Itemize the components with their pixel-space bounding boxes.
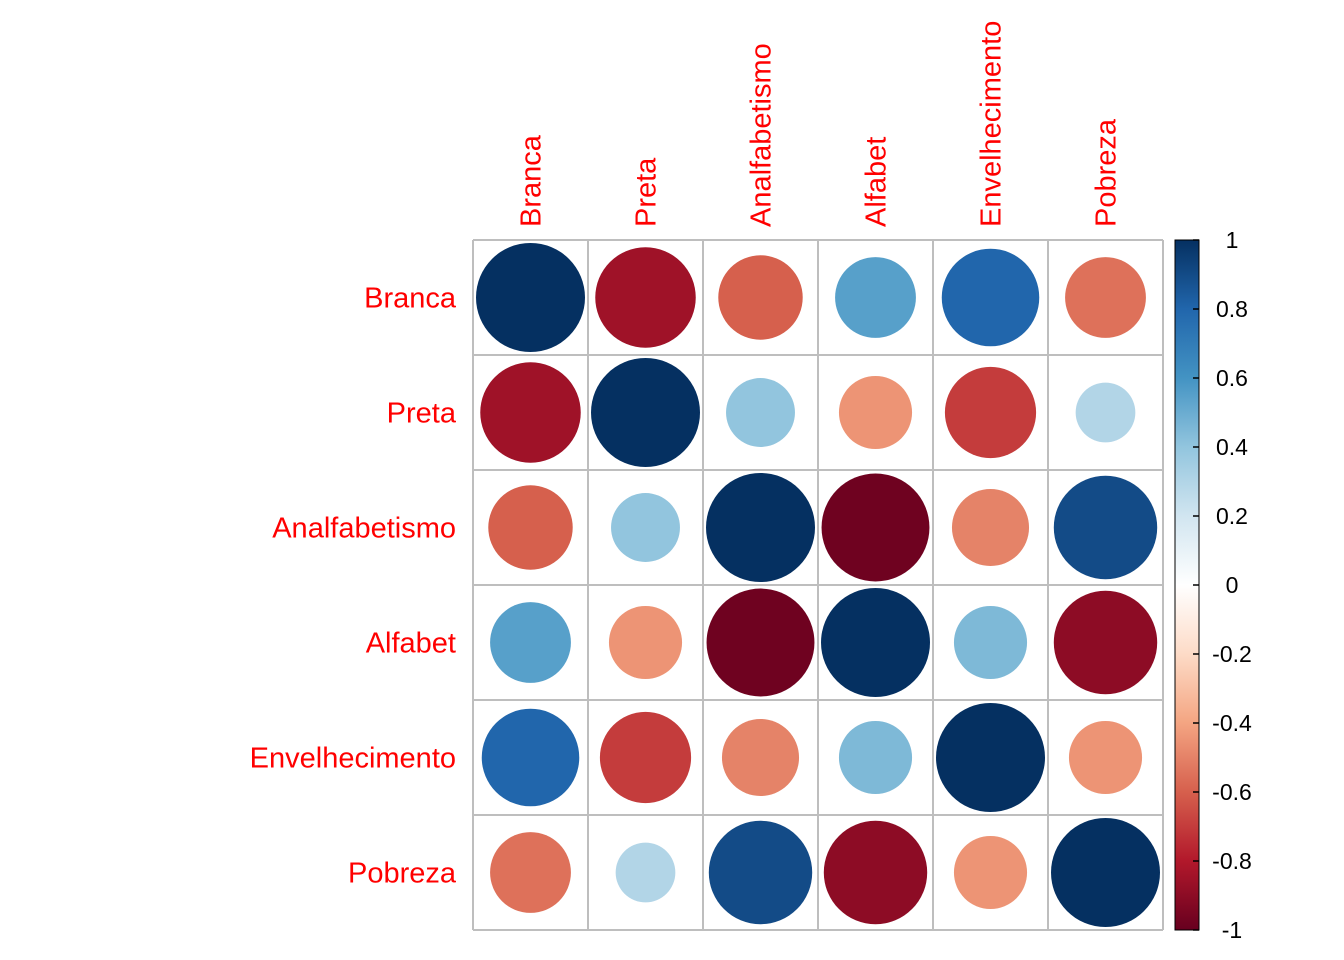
- colorbar-tick-label: -0.6: [1212, 779, 1252, 805]
- cell-branca-branca: [476, 243, 585, 352]
- grid-layer: [472, 239, 1164, 931]
- cell-analfabetismo-analfabetismo: [706, 473, 815, 582]
- colorbar-tick-label: 0.4: [1216, 434, 1248, 460]
- cell-branca-pobreza: [1065, 257, 1146, 338]
- colorbar-tick-label: -0.4: [1212, 710, 1252, 736]
- cell-envelhecimento-preta: [599, 711, 692, 804]
- colorbar-tick-label: -0.8: [1212, 848, 1252, 874]
- cell-pobreza-pobreza: [1051, 818, 1160, 927]
- column-label-branca: Branca: [516, 134, 548, 227]
- cell-alfabet-alfabet: [821, 588, 930, 697]
- cell-envelhecimento-analfabetismo: [721, 718, 800, 797]
- colorbar-tick-label: 0: [1226, 572, 1239, 598]
- cell-alfabet-analfabetismo: [706, 588, 815, 697]
- column-label-envelhecimento: Envelhecimento: [976, 21, 1008, 227]
- cell-branca-preta: [595, 247, 696, 348]
- colorbar-tick-label: -1: [1222, 917, 1242, 943]
- cell-branca-analfabetismo: [718, 255, 803, 340]
- cell-preta-pobreza: [1075, 382, 1136, 443]
- cell-pobreza-preta: [615, 842, 676, 903]
- cell-alfabet-pobreza: [1053, 590, 1158, 695]
- colorbar-tick-label: 1: [1226, 227, 1239, 253]
- cell-envelhecimento-branca: [481, 708, 580, 807]
- cell-envelhecimento-alfabet: [838, 720, 913, 795]
- cell-pobreza-envelhecimento: [953, 835, 1028, 910]
- cell-analfabetismo-envelhecimento: [951, 488, 1030, 567]
- cell-alfabet-envelhecimento: [953, 605, 1028, 680]
- row-label-branca: Branca: [364, 283, 457, 315]
- cell-pobreza-branca: [490, 832, 571, 913]
- colorbar-tick-label: 0.2: [1216, 503, 1248, 529]
- cell-envelhecimento-envelhecimento: [936, 703, 1045, 812]
- cell-alfabet-preta: [608, 605, 683, 680]
- row-label-analfabetismo: Analfabetismo: [272, 513, 456, 545]
- cell-preta-alfabet: [838, 375, 913, 450]
- colorbar-tick-label: 0.6: [1216, 365, 1248, 391]
- cell-alfabet-branca: [490, 602, 571, 683]
- colorbar-tick-label: -0.2: [1212, 641, 1252, 667]
- circle-layer: [476, 243, 1160, 927]
- cell-analfabetismo-branca: [488, 485, 573, 570]
- cell-pobreza-analfabetismo: [708, 820, 813, 925]
- cell-branca-alfabet: [835, 257, 916, 338]
- colorbar-tick-label: 0.8: [1216, 296, 1248, 322]
- cell-branca-envelhecimento: [941, 248, 1040, 347]
- row-label-alfabet: Alfabet: [366, 628, 456, 660]
- row-label-pobreza: Pobreza: [348, 858, 457, 890]
- cell-analfabetismo-preta: [611, 493, 680, 562]
- cell-analfabetismo-pobreza: [1053, 475, 1158, 580]
- column-labels: Branca Preta Analfabetismo Alfabet Envelheci…: [516, 21, 1123, 227]
- column-label-analfabetismo: Analfabetismo: [746, 43, 778, 227]
- cell-preta-envelhecimento: [944, 366, 1037, 459]
- row-label-preta: Preta: [387, 398, 457, 430]
- colorbar: 1 0.8 0.6 0.4 0.2 0 -0.2 -0.4 -0.6 -0.8 -1: [1174, 227, 1252, 943]
- column-label-alfabet: Alfabet: [861, 137, 893, 227]
- column-label-preta: Preta: [631, 157, 663, 227]
- cell-pobreza-alfabet: [823, 820, 928, 925]
- cell-preta-branca: [480, 362, 581, 463]
- cell-preta-analfabetismo: [726, 378, 795, 447]
- cell-envelhecimento-pobreza: [1068, 720, 1143, 795]
- cell-preta-preta: [591, 358, 700, 467]
- row-label-envelhecimento: Envelhecimento: [250, 743, 456, 775]
- cell-analfabetismo-alfabet: [821, 473, 930, 582]
- column-label-pobreza: Pobreza: [1091, 118, 1123, 227]
- row-labels: Branca Preta Analfabetismo Alfabet Envelheci…: [250, 283, 457, 890]
